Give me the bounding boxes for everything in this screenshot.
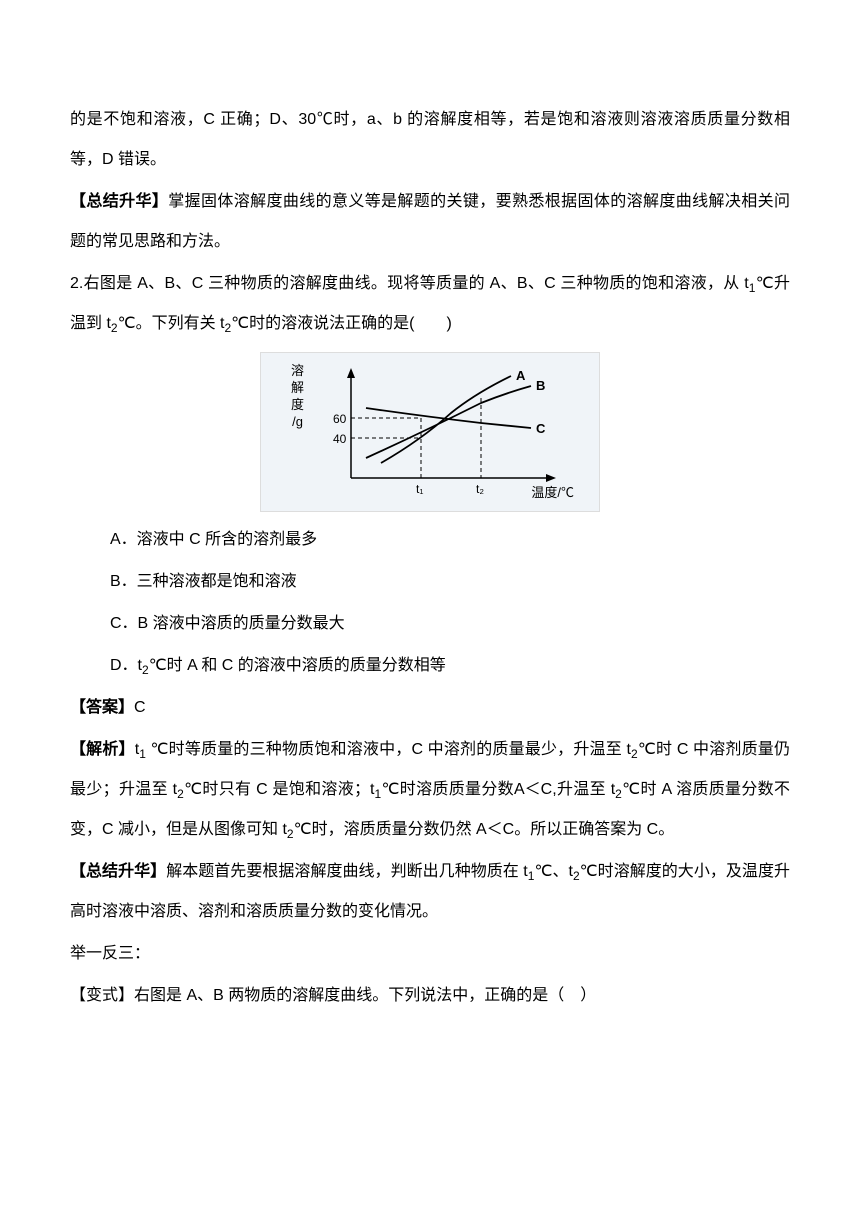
s2-mid: ℃、t xyxy=(534,863,573,880)
summary-label: 【总结升华】 xyxy=(70,193,168,210)
solubility-chart: 溶 解 度 /g 60 4 xyxy=(260,352,600,512)
option-b: B．三种溶液都是饱和溶液 xyxy=(70,562,790,602)
summary2-label: 【总结升华】 xyxy=(70,863,166,880)
xtick-t1: t₁ xyxy=(416,482,423,496)
label-b: B xyxy=(536,378,545,393)
answer-value: C xyxy=(134,699,146,716)
text: 的是不饱和溶液，C 正确；D、30℃时，a、b 的溶解度相等，若是饱和溶液则溶液… xyxy=(70,111,790,168)
q-text-pre: 右图是 A、B、C 三种物质的溶解度曲线。现将等质量的 A、B、C 三种物质的饱… xyxy=(83,275,748,292)
a-text3: ℃时只有 C 是饱和溶液；t xyxy=(184,781,375,798)
q-sub2: 2 xyxy=(111,321,118,335)
ytick-60: 60 xyxy=(333,412,347,426)
option-a: A．溶液中 C 所含的溶剂最多 xyxy=(70,520,790,560)
a-t1-sub: 1 xyxy=(139,747,146,761)
solubility-chart-container: 溶 解 度 /g 60 4 xyxy=(70,352,790,512)
variant-label: 【变式】 xyxy=(70,987,134,1004)
xtick-t2: t₂ xyxy=(476,482,484,496)
prev-answer-continuation: 的是不饱和溶液，C 正确；D、30℃时，a、b 的溶解度相等，若是饱和溶液则溶液… xyxy=(70,100,790,180)
q-number: 2. xyxy=(70,275,83,292)
opt-d-post: ℃时 A 和 C 的溶液中溶质的质量分数相等 xyxy=(149,657,446,674)
x-axis-label: 温度/℃ xyxy=(531,477,574,510)
y-label-3: 度 xyxy=(291,397,304,414)
a-text4: ℃时溶质质量分数A＜C,升温至 t xyxy=(381,781,615,798)
a-t2-sub2: 2 xyxy=(177,787,184,801)
opt-d-pre: D．t xyxy=(110,657,142,674)
variant-text: 右图是 A、B 两物质的溶解度曲线。下列说法中，正确的是（ ） xyxy=(134,987,596,1004)
y-axis-label: 溶 解 度 /g xyxy=(291,363,304,431)
s2-sub2: 2 xyxy=(573,869,580,883)
a-t2-sub3: 2 xyxy=(615,787,622,801)
a-t2-sub4: 2 xyxy=(287,827,294,841)
variant-question: 【变式】右图是 A、B 两物质的溶解度曲线。下列说法中，正确的是（ ） xyxy=(70,976,790,1016)
option-c: C．B 溶液中溶质的质量分数最大 xyxy=(70,604,790,644)
curve-c xyxy=(366,408,531,428)
y-label-1: 溶 xyxy=(291,363,304,380)
summary-2: 【总结升华】解本题首先要根据溶解度曲线，判断出几种物质在 t1℃、t2℃时溶解度… xyxy=(70,852,790,932)
analysis-label: 【解析】 xyxy=(70,741,135,758)
answer-label: 【答案】 xyxy=(70,699,134,716)
option-d: D．t2℃时 A 和 C 的溶液中溶质的质量分数相等 xyxy=(70,646,790,686)
label-a: A xyxy=(516,368,526,383)
y-unit: /g xyxy=(291,414,304,431)
practice-label: 举一反三： xyxy=(70,934,790,974)
ytick-40: 40 xyxy=(333,432,347,446)
answer-block: 【答案】C xyxy=(70,688,790,728)
analysis-block: 【解析】t1 ℃时等质量的三种物质饱和溶液中，C 中溶剂的质量最少，升温至 t2… xyxy=(70,730,790,850)
s2-pre: 解本题首先要根据溶解度曲线，判断出几种物质在 t xyxy=(166,863,528,880)
a-text6: ℃时，溶质质量分数仍然 A＜C。所以正确答案为 C。 xyxy=(294,821,675,838)
opt-d-sub: 2 xyxy=(142,663,149,677)
q-text-end: ℃时的溶液说法正确的是( ) xyxy=(231,315,452,332)
label-c: C xyxy=(536,421,546,436)
y-arrow-icon xyxy=(347,368,355,378)
q-text-mid2: ℃。下列有关 t xyxy=(118,315,225,332)
y-label-2: 解 xyxy=(291,380,304,397)
summary-text: 掌握固体溶解度曲线的意义等是解题的关键，要熟悉根据固体的溶解度曲线解决相关问题的… xyxy=(70,193,790,250)
curve-b xyxy=(366,386,531,458)
a-t2-sub1: 2 xyxy=(631,747,638,761)
a-text1: ℃时等质量的三种物质饱和溶液中，C 中溶剂的质量最少，升温至 t xyxy=(146,741,631,758)
summary-1: 【总结升华】掌握固体溶解度曲线的意义等是解题的关键，要熟悉根据固体的溶解度曲线解… xyxy=(70,182,790,262)
question-2: 2.右图是 A、B、C 三种物质的溶解度曲线。现将等质量的 A、B、C 三种物质… xyxy=(70,264,790,344)
